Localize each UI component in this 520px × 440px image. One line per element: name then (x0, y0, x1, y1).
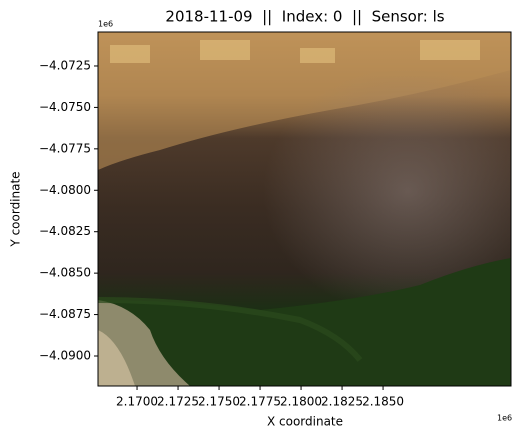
x-tick-label: 2.1725 (157, 395, 199, 409)
y-tick-label: −4.0775 (39, 141, 91, 155)
y-tick-label: −4.0825 (39, 224, 91, 238)
y-tick-label: −4.0900 (39, 349, 91, 363)
y-tick-label: −4.0875 (39, 307, 91, 321)
chart-title: 2018-11-09 || Index: 0 || Sensor: ls (165, 8, 444, 26)
satellite-image (97, 32, 511, 386)
x-tick-label: 2.1750 (198, 395, 240, 409)
x-tick-label: 2.1800 (280, 395, 322, 409)
y-offset-text: 1e6 (98, 20, 113, 29)
x-axis-label: X coordinate (267, 415, 343, 429)
x-tick-label: 2.1775 (239, 395, 281, 409)
y-tick-label: −4.0750 (39, 100, 91, 114)
x-offset-text: 1e6 (497, 414, 512, 423)
y-tick-label: −4.0850 (39, 266, 91, 280)
x-tick-label: 2.1700 (116, 395, 158, 409)
y-tick-label: −4.0800 (39, 183, 91, 197)
y-tick-label: −4.0725 (39, 58, 91, 72)
x-tick-label: 2.1825 (321, 395, 363, 409)
x-tick-label: 2.1850 (362, 395, 404, 409)
axes-frame (97, 31, 512, 387)
y-axis-label: Y coordinate (9, 171, 23, 247)
